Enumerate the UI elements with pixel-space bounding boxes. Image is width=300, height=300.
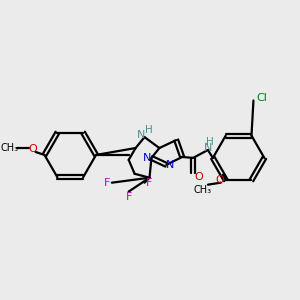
Text: O: O xyxy=(195,172,203,182)
Text: N: N xyxy=(143,153,152,163)
Text: N: N xyxy=(166,160,175,170)
Text: N: N xyxy=(137,130,146,140)
Text: O: O xyxy=(28,144,37,154)
Text: Cl: Cl xyxy=(256,92,267,103)
Text: CH₃: CH₃ xyxy=(1,143,19,153)
Text: O: O xyxy=(215,175,224,185)
Text: H: H xyxy=(206,137,214,147)
Text: F: F xyxy=(146,178,153,188)
Text: F: F xyxy=(104,178,110,188)
Text: H: H xyxy=(145,125,152,135)
Text: CH₃: CH₃ xyxy=(194,184,212,195)
Text: F: F xyxy=(125,191,132,202)
Text: N: N xyxy=(204,143,212,153)
